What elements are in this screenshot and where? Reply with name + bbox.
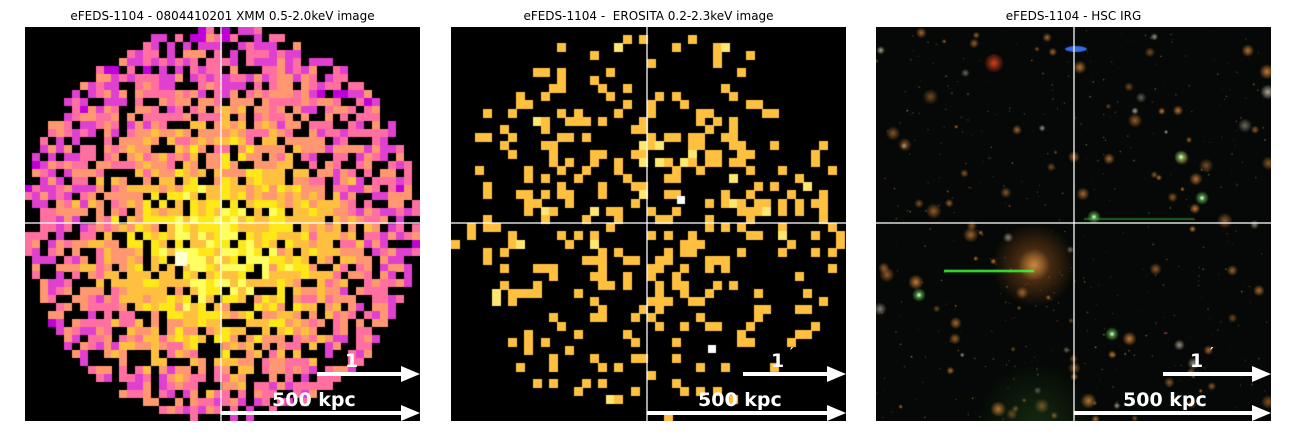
xmm-xray-image	[25, 27, 420, 421]
arcmin-scale-arrow	[743, 366, 846, 382]
panel-title-xmm: eFEDS-1104 - 0804410201 XMM 0.5-2.0keV i…	[70, 9, 375, 23]
distance-scale-arrow	[221, 405, 420, 421]
arcminute-prime-mark: ′	[1210, 346, 1214, 361]
erosita-image-panel: 1 ′ 500 kpc	[451, 27, 846, 421]
distance-scale-label: 500 kpc	[272, 389, 356, 411]
xmm-overlay: 1 500 kpc	[25, 27, 420, 421]
hsc-overlay: 1 ′ 500 kpc	[876, 27, 1271, 421]
erosita-xray-image	[451, 27, 846, 421]
arcmin-scale-label: 1	[345, 350, 358, 372]
arcmin-scale-label: 1	[771, 350, 784, 372]
distance-scale-arrow	[1074, 405, 1271, 421]
arcmin-scale-arrow	[1163, 366, 1271, 382]
distance-scale-label: 500 kpc	[698, 389, 782, 411]
arcmin-scale-arrow	[317, 366, 420, 382]
arcmin-scale-label: 1	[1190, 350, 1203, 372]
xmm-image-panel: 1 500 kpc	[25, 27, 420, 421]
hsc-image-panel: 1 ′ 500 kpc	[876, 27, 1271, 421]
distance-scale-arrow	[647, 405, 846, 421]
panel-title-erosita: eFEDS-1104 - EROSITA 0.2-2.3keV image	[523, 9, 774, 23]
distance-scale-label: 500 kpc	[1123, 389, 1207, 411]
arcminute-prime-mark: ′	[790, 346, 794, 361]
erosita-overlay: 1 ′ 500 kpc	[451, 27, 846, 421]
panel-title-hsc: eFEDS-1104 - HSC IRG	[1005, 9, 1142, 23]
